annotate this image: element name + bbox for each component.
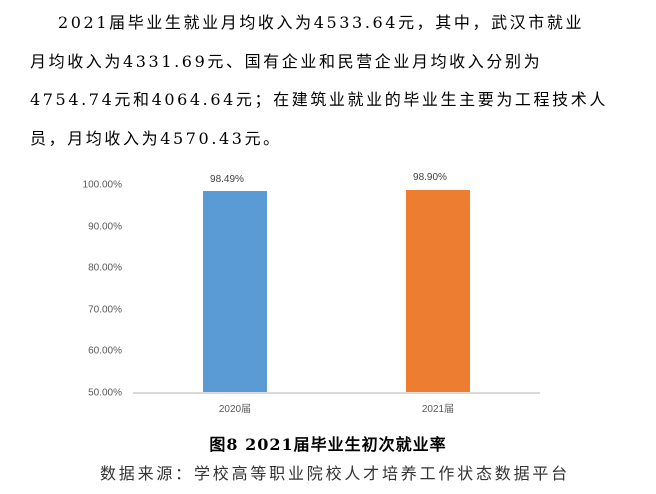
bar-2021 — [406, 189, 470, 393]
x-tick-label-2020: 2020届 — [218, 404, 252, 415]
y-tick-label: 80.00% — [88, 262, 122, 274]
y-tick-label: 90.00% — [88, 221, 122, 233]
x-tick-label-2021: 2021届 — [421, 404, 455, 415]
paragraph-line: 4754.74元和4064.64元；在建筑业就业的毕业生主要为工程技术人 — [30, 90, 608, 109]
bar-2020 — [203, 191, 267, 393]
y-tick-label: 70.00% — [88, 304, 122, 316]
employment-rate-chart: 100.00% 90.00% 80.00% 70.00% 60.00% 50.0… — [0, 160, 656, 420]
data-source-note: 数据来源：学校高等职业院校人才培养工作状态数据平台 — [99, 464, 570, 483]
y-tick-label: 60.00% — [88, 345, 122, 357]
income-paragraph: 2021届毕业生就业月均收入为4533.64元，其中，武汉市就业 月均收入为43… — [30, 4, 630, 158]
paragraph-line: 月均收入为4331.69元、国有企业和民营企业月均收入分别为 — [30, 51, 543, 71]
y-tick-label: 100.00% — [82, 179, 122, 191]
paragraph-line: 2021届毕业生就业月均收入为4533.64元，其中，武汉市就业 — [58, 13, 585, 32]
y-tick-label: 50.00% — [88, 387, 122, 399]
bar-value-label-2021: 98.90% — [413, 172, 447, 183]
paragraph-line: 员，月均收入为4570.43元。 — [30, 128, 282, 148]
bar-value-label-2020: 98.49% — [210, 174, 244, 185]
x-axis-line — [133, 392, 540, 394]
figure-caption: 图8 2021届毕业生初次就业率 — [209, 435, 447, 454]
